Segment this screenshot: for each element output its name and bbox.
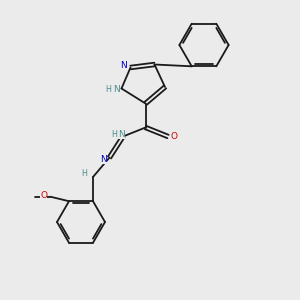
Text: N: N — [121, 61, 127, 70]
Text: H: H — [112, 130, 118, 139]
Text: O: O — [170, 132, 178, 141]
Text: N: N — [118, 130, 125, 139]
Text: H: H — [105, 85, 111, 94]
Text: O: O — [40, 191, 47, 200]
Text: N: N — [114, 85, 120, 94]
Text: H: H — [81, 169, 87, 178]
Text: N: N — [100, 155, 107, 164]
